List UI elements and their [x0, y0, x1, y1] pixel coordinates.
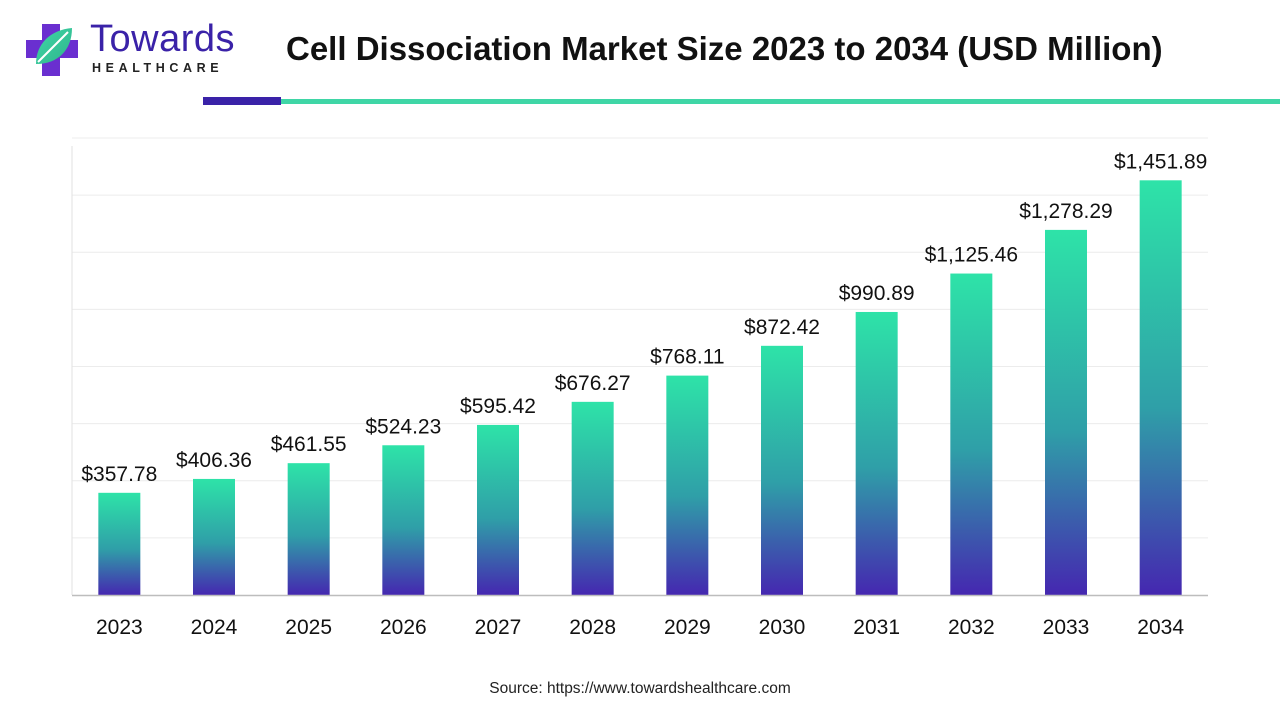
x-tick-label-2025: 2025 [285, 616, 332, 639]
data-label-2029: $768.11 [650, 346, 724, 369]
bar-2024 [193, 478, 235, 595]
x-tick-label-2030: 2030 [759, 616, 806, 639]
x-tick-label-2032: 2032 [948, 616, 995, 639]
bar-2027 [477, 424, 519, 595]
data-labels: $357.78 $406.36 $461.55 $524.23 $595.42 $676.… [81, 150, 1207, 486]
x-tick-label-2026: 2026 [380, 616, 427, 639]
bar-2031 [855, 311, 898, 595]
data-label-2023: $357.78 [81, 463, 157, 486]
gridlines [71, 137, 1208, 595]
title-underline [281, 99, 1280, 104]
bar-2026 [382, 445, 425, 595]
data-label-2027: $595.42 [460, 395, 536, 418]
bar-2030 [761, 345, 803, 595]
x-tick-label-2031: 2031 [853, 616, 900, 639]
data-label-2024: $406.36 [176, 449, 252, 472]
bar-2033 [1045, 229, 1087, 595]
data-label-2026: $524.23 [365, 415, 441, 438]
x-tick-label-2023: 2023 [96, 616, 143, 639]
x-tick-label-2027: 2027 [475, 616, 522, 639]
source-note: Source: https://www.towardshealthcare.co… [489, 680, 791, 697]
x-tick-label-2033: 2033 [1043, 616, 1090, 639]
data-label-2032: $1,125.46 [925, 244, 1018, 267]
bar-2032 [950, 273, 993, 595]
data-label-2033: $1,278.29 [1019, 200, 1112, 223]
bars [98, 180, 1182, 595]
bar-2029 [666, 375, 709, 595]
bar-2025 [287, 463, 330, 595]
data-label-2028: $676.27 [555, 372, 631, 395]
bar-2034 [1139, 180, 1182, 595]
brand-subname: HEALTHCARE [92, 61, 224, 75]
data-label-2030: $872.42 [744, 316, 820, 339]
data-label-2031: $990.89 [839, 282, 915, 305]
x-tick-label-2028: 2028 [569, 616, 616, 639]
data-label-2025: $461.55 [271, 433, 347, 456]
data-label-2034: $1,451.89 [1114, 150, 1207, 173]
bar-2023 [98, 492, 141, 595]
chart-title: Cell Dissociation Market Size 2023 to 20… [286, 30, 1163, 67]
bar-2028 [571, 401, 614, 595]
brand-logo: Towards HEALTHCARE [22, 18, 242, 80]
medical-cross-leaf-icon [26, 24, 78, 76]
x-tick-label-2024: 2024 [191, 616, 238, 639]
x-tick-label-2034: 2034 [1137, 616, 1184, 639]
x-tick-label-2029: 2029 [664, 616, 711, 639]
title-underline-accent [203, 97, 281, 105]
brand-name: Towards [90, 18, 235, 60]
x-axis: 2023 2024 2025 2026 2027 2028 2029 2030 2031 2032… [72, 594, 1208, 639]
